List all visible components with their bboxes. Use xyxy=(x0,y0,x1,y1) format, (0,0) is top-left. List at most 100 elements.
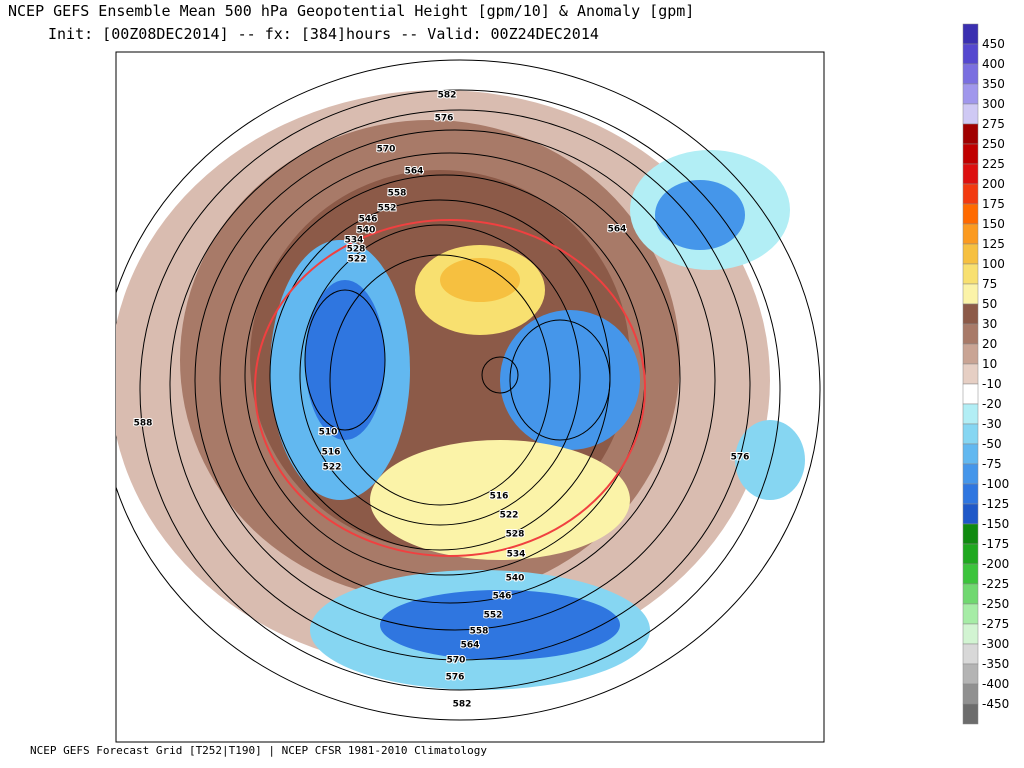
colorbar-label: -150 xyxy=(982,517,1009,531)
colorbar-label: 75 xyxy=(982,277,997,291)
colorbar-swatch xyxy=(962,203,979,225)
colorbar-swatch xyxy=(962,63,979,85)
contour-label: 558 xyxy=(388,189,407,199)
contour-label: 528 xyxy=(506,530,525,540)
colorbar-label: -200 xyxy=(982,557,1009,571)
colorbar-label: 125 xyxy=(982,237,1005,251)
contour-label: 576 xyxy=(446,673,465,683)
contour-label: 582 xyxy=(453,700,472,710)
colorbar-label: 400 xyxy=(982,57,1005,71)
colorbar-swatch xyxy=(962,683,979,705)
colorbar-label: 50 xyxy=(982,297,997,311)
colorbar-swatch xyxy=(962,23,979,45)
colorbar-label: -10 xyxy=(982,377,1002,391)
colorbar-swatch xyxy=(962,623,979,645)
colorbar-swatch xyxy=(962,163,979,185)
colorbar-swatch xyxy=(962,663,979,685)
colorbar-label: 350 xyxy=(982,77,1005,91)
map: 582 576 570 564 558 552 546 540 534 528 … xyxy=(115,51,825,743)
colorbar-swatch xyxy=(962,483,979,505)
colorbar-swatch xyxy=(962,263,979,285)
colorbar-label: -100 xyxy=(982,477,1009,491)
colorbar-label: 200 xyxy=(982,177,1005,191)
colorbar-label: -125 xyxy=(982,497,1009,511)
title: NCEP GEFS Ensemble Mean 500 hPa Geopoten… xyxy=(8,2,694,20)
colorbar-label: 20 xyxy=(982,337,997,351)
colorbar-swatch xyxy=(962,103,979,125)
colorbar-swatch xyxy=(962,343,979,365)
colorbar-label: 450 xyxy=(982,37,1005,51)
colorbar-swatch xyxy=(962,323,979,345)
colorbar-swatch xyxy=(962,383,979,405)
contour-label: 522 xyxy=(500,511,519,521)
contour-label: 546 xyxy=(493,592,512,602)
colorbar-label: 10 xyxy=(982,357,997,371)
height-contours xyxy=(116,59,821,721)
colorbar-swatch xyxy=(962,143,979,165)
contour-label: 540 xyxy=(506,574,525,584)
contour-label: 540 xyxy=(357,226,376,236)
contour-label: 516 xyxy=(490,492,509,502)
contour-label: 570 xyxy=(377,145,396,155)
contour-label: 588 xyxy=(134,419,153,429)
colorbar-label: 250 xyxy=(982,137,1005,151)
colorbar-swatch xyxy=(962,83,979,105)
colorbar-label: -50 xyxy=(982,437,1002,451)
colorbar-label: -75 xyxy=(982,457,1002,471)
colorbar-label: 275 xyxy=(982,117,1005,131)
contour-label: 582 xyxy=(438,91,457,101)
colorbar-label: -400 xyxy=(982,677,1009,691)
colorbar-swatch xyxy=(962,583,979,605)
contour-label: 552 xyxy=(378,204,397,214)
colorbar-swatch xyxy=(962,303,979,325)
colorbar-label: -175 xyxy=(982,537,1009,551)
colorbar-swatch xyxy=(962,183,979,205)
colorbar-swatch xyxy=(962,423,979,445)
colorbar-label: 175 xyxy=(982,197,1005,211)
contour-label: 564 xyxy=(608,225,627,235)
colorbar-label: 300 xyxy=(982,97,1005,111)
contour-label: 546 xyxy=(359,215,378,225)
anomaly-shading xyxy=(116,90,805,690)
contour-label: 552 xyxy=(484,611,503,621)
colorbar-swatch xyxy=(962,43,979,65)
colorbar-swatch xyxy=(962,403,979,425)
colorbar-label: -350 xyxy=(982,657,1009,671)
contour-label: 510 xyxy=(319,428,338,438)
colorbar: 450 400 350 300 275 250 225 200 175 150 125 100 75 50… xyxy=(962,23,1009,725)
contour-label: 528 xyxy=(347,245,366,255)
colorbar-label: -20 xyxy=(982,397,1002,411)
colorbar-swatch xyxy=(962,523,979,545)
colorbar-label: 150 xyxy=(982,217,1005,231)
colorbar-swatch xyxy=(962,243,979,265)
colorbar-swatch xyxy=(962,283,979,305)
colorbar-label: -300 xyxy=(982,637,1009,651)
contour-label: 516 xyxy=(322,448,341,458)
colorbar-swatch xyxy=(962,543,979,565)
contour-label: 564 xyxy=(405,167,424,177)
footer: NCEP GEFS Forecast Grid [T252|T190] | NC… xyxy=(30,744,487,757)
colorbar-swatch xyxy=(962,703,979,725)
colorbar-swatch xyxy=(962,443,979,465)
colorbar-swatch xyxy=(962,463,979,485)
reference-contour xyxy=(254,219,646,557)
contour-label: 570 xyxy=(447,656,466,666)
contour-label: 558 xyxy=(470,627,489,637)
colorbar-swatch xyxy=(962,123,979,145)
colorbar-label: -450 xyxy=(982,697,1009,711)
colorbar-swatch xyxy=(962,363,979,385)
colorbar-label: -30 xyxy=(982,417,1002,431)
colorbar-swatch xyxy=(962,603,979,625)
contour-label: 576 xyxy=(731,453,750,463)
contour-label: 564 xyxy=(461,641,480,651)
subtitle: Init: [00Z08DEC2014] -- fx: [384]hours -… xyxy=(48,25,599,43)
colorbar-label: 30 xyxy=(982,317,997,331)
contour-label: 522 xyxy=(323,463,342,473)
colorbar-swatch xyxy=(962,563,979,585)
contour-label: 534 xyxy=(507,550,526,560)
colorbar-label: -225 xyxy=(982,577,1009,591)
colorbar-swatch xyxy=(962,223,979,245)
colorbar-label: 225 xyxy=(982,157,1005,171)
